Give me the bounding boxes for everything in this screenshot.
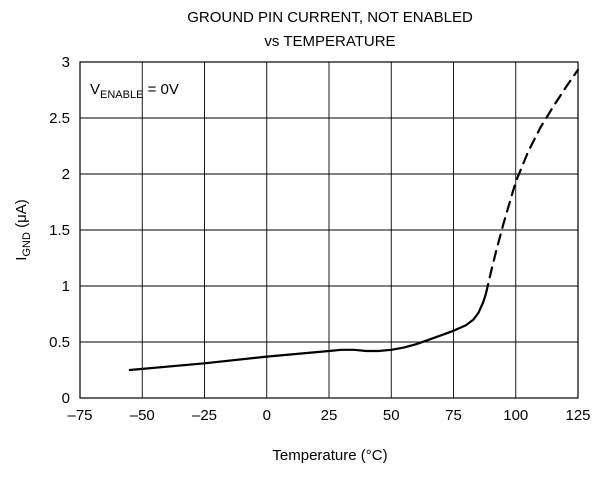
y-tick-label: 1.5 [49, 222, 70, 239]
series-layer [128, 68, 580, 372]
x-tick-label: –25 [192, 407, 217, 424]
x-tick-label: 125 [565, 407, 590, 424]
y-tick-label: 2.5 [49, 110, 70, 127]
series-line-dashed [484, 68, 580, 295]
condition-annotation-main: V [90, 81, 100, 98]
tick-labels: –75 –50 –25 0 25 50 75 100 125 0 0.5 1 1.5 2 2.5 3 [49, 54, 590, 424]
y-tick-label: 0 [62, 390, 70, 407]
series-line-solid [128, 292, 487, 372]
y-tick-label: 0.5 [49, 334, 70, 351]
y-axis-label: IGND (μA) [13, 199, 33, 260]
condition-annotation: VENABLE = 0V [90, 81, 179, 101]
y-tick-label: 2 [62, 166, 70, 183]
chart-subtitle: vs TEMPERATURE [264, 33, 395, 50]
plot-frame [79, 61, 579, 399]
x-tick-label: 50 [383, 407, 400, 424]
x-tick-label: 75 [445, 407, 462, 424]
x-axis-label: Temperature (°C) [272, 447, 387, 464]
chart-title: GROUND PIN CURRENT, NOT ENABLED [187, 9, 473, 26]
y-tick-label: 3 [62, 54, 70, 71]
condition-annotation-sub: ENABLE [100, 89, 143, 101]
x-tick-label: –50 [130, 407, 155, 424]
x-tick-label: 100 [503, 407, 528, 424]
y-axis-label-sub: GND [21, 232, 33, 257]
y-axis-label-unit: (μA) [13, 199, 30, 232]
y-axis-label-main: I [13, 257, 30, 261]
condition-annotation-rest: = 0V [143, 81, 178, 98]
x-tick-label: –75 [67, 407, 92, 424]
x-tick-label: 25 [321, 407, 338, 424]
y-tick-label: 1 [62, 278, 70, 295]
grid [80, 62, 578, 398]
x-tick-label: 0 [263, 407, 271, 424]
